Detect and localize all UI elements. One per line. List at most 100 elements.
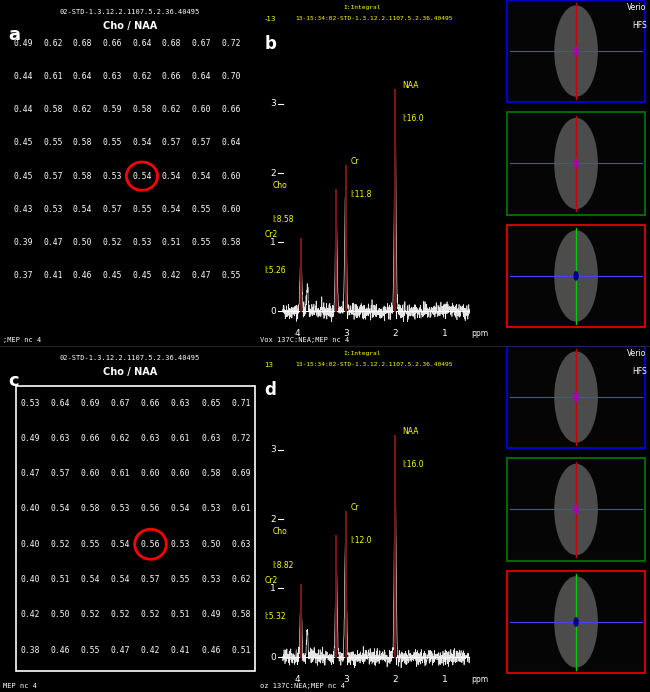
Circle shape bbox=[557, 468, 595, 549]
Text: Cr2: Cr2 bbox=[265, 230, 278, 239]
Text: 0.58: 0.58 bbox=[231, 610, 251, 619]
Text: 0.60: 0.60 bbox=[221, 172, 240, 181]
Text: 0.57: 0.57 bbox=[162, 138, 181, 147]
Circle shape bbox=[562, 367, 590, 425]
Circle shape bbox=[573, 271, 575, 275]
Circle shape bbox=[561, 590, 590, 653]
Circle shape bbox=[567, 145, 582, 177]
Text: 0.54: 0.54 bbox=[111, 575, 130, 584]
Circle shape bbox=[558, 471, 594, 547]
Text: 13: 13 bbox=[265, 361, 274, 367]
Circle shape bbox=[567, 258, 582, 289]
Text: HFS: HFS bbox=[632, 367, 647, 376]
Text: ;MEP nc 4: ;MEP nc 4 bbox=[3, 336, 41, 343]
Text: 2: 2 bbox=[270, 168, 276, 178]
Circle shape bbox=[573, 614, 577, 623]
Circle shape bbox=[567, 377, 584, 413]
Text: 0.60: 0.60 bbox=[81, 469, 100, 478]
Circle shape bbox=[558, 237, 594, 313]
Circle shape bbox=[564, 483, 587, 533]
Circle shape bbox=[558, 583, 594, 659]
Text: 0.58: 0.58 bbox=[44, 105, 63, 114]
Text: 0.55: 0.55 bbox=[81, 646, 100, 655]
Text: 0.37: 0.37 bbox=[14, 271, 33, 280]
Circle shape bbox=[567, 143, 584, 179]
Bar bbox=[507, 225, 645, 327]
Circle shape bbox=[569, 608, 580, 630]
Bar bbox=[507, 112, 645, 215]
Text: 0.38: 0.38 bbox=[20, 646, 40, 655]
Text: 0.62: 0.62 bbox=[132, 72, 151, 81]
Text: 0.42: 0.42 bbox=[162, 271, 181, 280]
Text: Cho: Cho bbox=[272, 527, 287, 536]
Text: 0.52: 0.52 bbox=[111, 610, 130, 619]
Text: Cr: Cr bbox=[350, 157, 359, 166]
Text: 0.65: 0.65 bbox=[201, 399, 220, 408]
Text: 0.64: 0.64 bbox=[221, 138, 240, 147]
Text: I:Integral: I:Integral bbox=[344, 6, 381, 10]
Text: 0.66: 0.66 bbox=[81, 434, 100, 443]
Text: 0.49: 0.49 bbox=[14, 39, 33, 48]
Text: 0.63: 0.63 bbox=[231, 540, 251, 549]
Text: 0.56: 0.56 bbox=[141, 540, 161, 549]
Text: 0.54: 0.54 bbox=[50, 504, 70, 513]
Bar bbox=[507, 571, 645, 673]
Text: I:Integral: I:Integral bbox=[344, 352, 381, 356]
Text: 0.57: 0.57 bbox=[141, 575, 161, 584]
Circle shape bbox=[560, 363, 592, 430]
Text: 0.60: 0.60 bbox=[171, 469, 190, 478]
Text: 0.47: 0.47 bbox=[192, 271, 211, 280]
Circle shape bbox=[573, 158, 575, 163]
Circle shape bbox=[563, 369, 588, 423]
Text: 0.60: 0.60 bbox=[141, 469, 161, 478]
Circle shape bbox=[565, 27, 586, 72]
Text: 0.66: 0.66 bbox=[103, 39, 122, 48]
Circle shape bbox=[555, 352, 597, 442]
Text: 0.67: 0.67 bbox=[192, 39, 211, 48]
Circle shape bbox=[557, 581, 595, 662]
Circle shape bbox=[566, 600, 585, 640]
Text: 0.54: 0.54 bbox=[162, 172, 181, 181]
Circle shape bbox=[561, 477, 590, 540]
Text: 0.70: 0.70 bbox=[221, 72, 240, 81]
Circle shape bbox=[560, 129, 592, 197]
Circle shape bbox=[563, 481, 588, 535]
Text: 0.60: 0.60 bbox=[192, 105, 211, 114]
Circle shape bbox=[567, 256, 584, 292]
Text: 0.54: 0.54 bbox=[111, 540, 130, 549]
Circle shape bbox=[571, 388, 578, 401]
Circle shape bbox=[574, 159, 578, 167]
Text: 0.57: 0.57 bbox=[103, 205, 122, 214]
Text: 0.54: 0.54 bbox=[132, 172, 151, 181]
Circle shape bbox=[563, 594, 588, 648]
Text: 0.62: 0.62 bbox=[111, 434, 130, 443]
Text: 0.50: 0.50 bbox=[201, 540, 220, 549]
Text: 3: 3 bbox=[344, 675, 350, 684]
Text: 0.58: 0.58 bbox=[221, 238, 240, 247]
Text: 0.42: 0.42 bbox=[20, 610, 40, 619]
Text: 0.62: 0.62 bbox=[44, 39, 63, 48]
Circle shape bbox=[573, 390, 577, 399]
Circle shape bbox=[567, 379, 582, 410]
Circle shape bbox=[574, 618, 578, 626]
Text: 0.63: 0.63 bbox=[103, 72, 122, 81]
Text: 0.49: 0.49 bbox=[20, 434, 40, 443]
Text: 0.49: 0.49 bbox=[201, 610, 220, 619]
Circle shape bbox=[569, 149, 580, 172]
Text: 0.66: 0.66 bbox=[141, 399, 161, 408]
Circle shape bbox=[557, 10, 595, 91]
Circle shape bbox=[555, 6, 597, 96]
Text: HFS: HFS bbox=[632, 21, 647, 30]
Circle shape bbox=[571, 612, 578, 626]
Text: 0.54: 0.54 bbox=[171, 504, 190, 513]
Text: 0.50: 0.50 bbox=[50, 610, 70, 619]
Text: 0.47: 0.47 bbox=[44, 238, 63, 247]
Circle shape bbox=[569, 35, 581, 62]
Text: 0.54: 0.54 bbox=[162, 205, 181, 214]
Circle shape bbox=[556, 579, 596, 664]
Text: 0.55: 0.55 bbox=[132, 205, 151, 214]
Circle shape bbox=[560, 242, 592, 309]
Text: 0.63: 0.63 bbox=[50, 434, 70, 443]
Circle shape bbox=[567, 604, 582, 635]
Text: 0.53: 0.53 bbox=[44, 205, 63, 214]
